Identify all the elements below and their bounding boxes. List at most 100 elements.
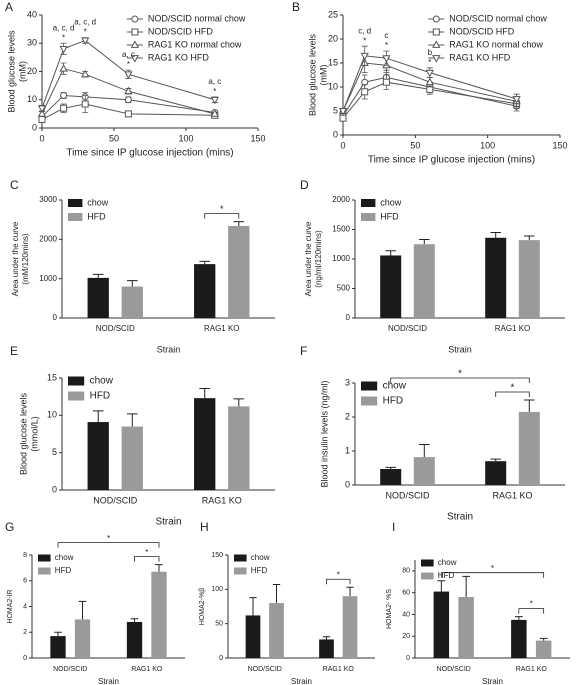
- y-axis-label: (mM): [318, 65, 328, 86]
- bar: [126, 621, 143, 658]
- error-bar: [126, 413, 138, 427]
- annotation: *: [213, 87, 216, 96]
- y-tick-label: 2000: [332, 195, 350, 204]
- bar: [269, 603, 284, 658]
- bar: [121, 426, 143, 490]
- bar: [87, 422, 109, 490]
- y-tick-label: 3000: [39, 195, 57, 204]
- legend-swatch: [361, 381, 378, 391]
- x-tick-label: RAG1 KO: [204, 324, 240, 333]
- error-bar: [524, 235, 535, 241]
- error-bar: [92, 273, 104, 278]
- y-tick-label: 8: [23, 552, 27, 559]
- x-tick-label: 0: [340, 140, 345, 150]
- y-tick-label: 1000: [39, 274, 57, 283]
- bar: [433, 591, 450, 658]
- error-bar: [322, 636, 331, 640]
- bar: [50, 636, 66, 658]
- bar: [151, 571, 167, 658]
- error-bar: [54, 631, 62, 637]
- x-tick-label: NOD/SCID: [437, 666, 471, 673]
- x-tick-label: RAG1 KO: [131, 666, 163, 673]
- marker: [210, 109, 219, 117]
- x-tick-label: 50: [410, 140, 420, 150]
- y-tick-label: 40: [27, 9, 37, 19]
- bar: [485, 461, 507, 485]
- y-tick-label: 5: [333, 105, 338, 115]
- marker: [432, 40, 441, 48]
- y-tick-label: 150: [211, 552, 223, 559]
- error-bar: [155, 564, 163, 572]
- legend-label: NOD/SCID HFD: [449, 26, 515, 36]
- bar: [518, 240, 540, 318]
- marker: [361, 88, 369, 96]
- marker: [425, 69, 434, 78]
- y-tick-label: 6: [23, 578, 27, 585]
- y-tick-label: 10: [328, 81, 338, 91]
- legend-swatch: [361, 213, 376, 221]
- y-tick-label: 2000: [39, 234, 57, 243]
- x-axis-label: Strain: [291, 677, 312, 685]
- legend-label: NOD/SCID normal chow: [449, 13, 547, 23]
- annotation: *: [84, 28, 87, 37]
- annotation: b: [428, 48, 433, 57]
- panel-letter: C: [10, 178, 19, 192]
- y-axis-label: HOMA2- %S: [386, 589, 393, 629]
- significance-label: *: [220, 204, 224, 214]
- x-axis-label: Strain: [157, 344, 181, 354]
- legend-label: chow: [380, 197, 402, 207]
- x-tick-label: RAG1 KO: [495, 324, 531, 333]
- panel-letter: B: [292, 0, 300, 14]
- x-axis-label: Time since IP glucose injection (mins): [368, 155, 535, 166]
- panel-letter: D: [300, 178, 309, 192]
- legend-label: chow: [90, 376, 114, 387]
- legend-label: RAG1 KO normal chow: [449, 39, 543, 49]
- legend-label: chow: [438, 558, 457, 567]
- legend-label: chow: [251, 553, 270, 562]
- bar: [87, 277, 109, 318]
- bar: [245, 615, 261, 658]
- bar: [121, 286, 143, 318]
- legend-label: chow: [55, 553, 74, 562]
- x-tick-label: NOD/SCID: [248, 666, 282, 673]
- x-axis-label: Strain: [447, 512, 473, 523]
- marker: [60, 104, 68, 112]
- error-bar: [419, 239, 430, 245]
- y-axis-label: Blood glucose levels: [18, 392, 28, 475]
- y-tick-label: 0: [346, 313, 351, 322]
- y-tick-label: 25: [328, 9, 338, 19]
- x-tick-label: NOD/SCID: [388, 324, 427, 333]
- marker: [59, 46, 68, 54]
- marker: [38, 116, 46, 124]
- legend-swatch: [68, 213, 83, 221]
- y-tick-label: 1000: [332, 254, 350, 263]
- error-bar: [490, 458, 501, 462]
- marker: [131, 28, 139, 36]
- y-tick-label: 1500: [332, 225, 350, 234]
- legend-swatch: [68, 199, 83, 207]
- y-axis-label: HOMA2-IR: [7, 589, 14, 623]
- y-tick-label: 5: [52, 447, 57, 457]
- bar: [511, 619, 527, 658]
- x-tick-label: NOD/SCID: [93, 495, 138, 505]
- y-tick-label: 0: [333, 129, 338, 139]
- error-bar: [437, 580, 446, 592]
- y-tick-label: 10: [47, 410, 57, 420]
- marker: [339, 114, 347, 122]
- error-bar: [233, 221, 245, 226]
- y-tick-label: 0: [23, 655, 27, 662]
- marker: [338, 108, 348, 116]
- marker: [81, 37, 90, 46]
- error-bar: [233, 398, 245, 407]
- error-bar: [126, 280, 138, 287]
- error-bar: [385, 466, 396, 470]
- y-tick-label: 500: [337, 284, 351, 293]
- legend-label: HFD: [90, 391, 111, 402]
- y-tick-label: 80: [402, 568, 410, 575]
- panel-letter: I: [392, 520, 395, 534]
- significance-bracket: [495, 391, 530, 397]
- error-bar: [385, 250, 396, 256]
- legend-label: HFD: [383, 396, 404, 407]
- annotation: a, c: [122, 50, 135, 59]
- y-axis-label: Blood glucose levels: [6, 30, 16, 113]
